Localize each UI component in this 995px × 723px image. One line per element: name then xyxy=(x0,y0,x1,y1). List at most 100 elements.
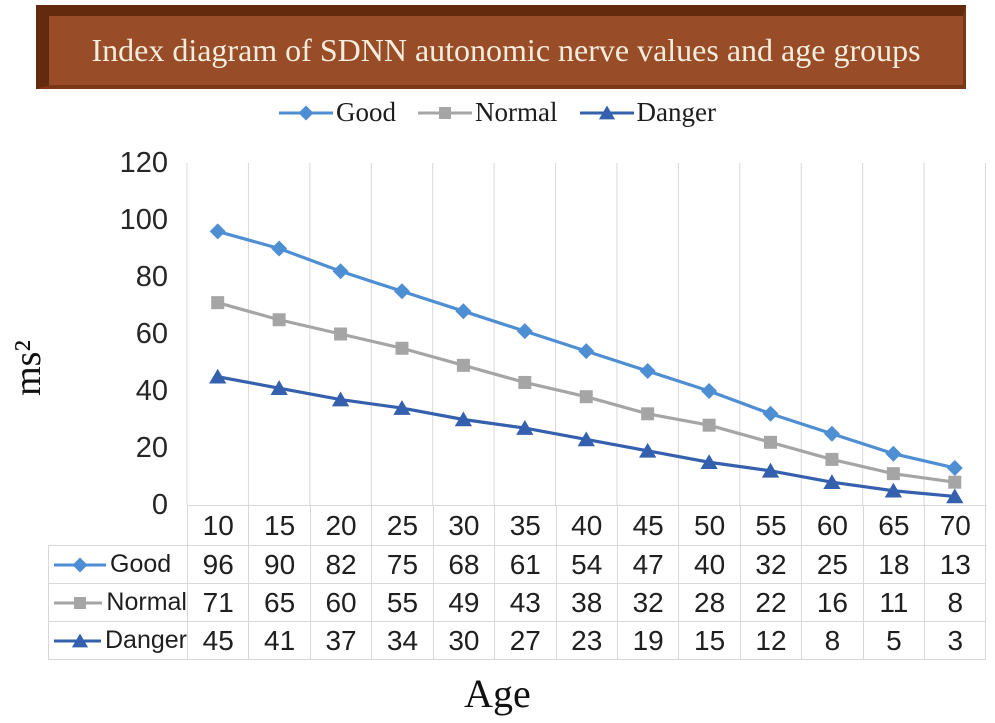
legend-label: Danger xyxy=(636,97,716,127)
normal-square-icon xyxy=(579,390,593,404)
value-cell: 22 xyxy=(739,583,803,622)
normal-square-icon xyxy=(825,452,839,466)
value-cell: 82 xyxy=(309,545,373,584)
good-diamond-icon xyxy=(639,363,656,380)
value-cell: 61 xyxy=(494,545,557,584)
legend-item-good: Good xyxy=(279,97,396,128)
table-row-danger: Danger 45 41 37 34 30 27 23 19 15 12 8 5 3 xyxy=(48,621,987,660)
good-diamond-icon xyxy=(393,283,410,300)
age-cell: 15 xyxy=(248,505,311,546)
x-axis-label: Age xyxy=(464,671,531,716)
value-cell: 8 xyxy=(924,583,987,622)
age-cell: 45 xyxy=(616,505,680,546)
value-cell: 47 xyxy=(616,545,680,584)
legend-item-normal: Normal xyxy=(418,97,558,128)
legend-label: Normal xyxy=(475,97,558,127)
normal-square-icon xyxy=(272,313,286,327)
value-cell: 54 xyxy=(555,545,618,584)
title-plaque: Index diagram of SDNN autonomic nerve va… xyxy=(36,5,966,89)
table-corner-blank xyxy=(49,506,188,546)
normal-square-icon xyxy=(395,341,409,355)
danger-triangle-icon xyxy=(884,482,903,498)
value-cell: 27 xyxy=(494,621,557,660)
normal-square-icon xyxy=(456,358,470,372)
normal-square-icon xyxy=(702,418,716,432)
danger-series xyxy=(209,368,964,504)
danger-triangle-icon xyxy=(454,411,473,427)
value-cell: 41 xyxy=(248,621,311,660)
data-table: 10 15 20 25 30 35 40 45 50 55 60 65 70 Good 96 90 82 75 68… xyxy=(48,505,987,660)
danger-triangle-icon xyxy=(331,391,350,407)
danger-triangle-icon xyxy=(577,431,595,447)
danger-triangle-icon xyxy=(946,488,964,504)
series-label: Normal xyxy=(106,588,187,616)
normal-square-icon xyxy=(886,467,900,481)
good-diamond-icon xyxy=(54,557,106,572)
age-cell: 25 xyxy=(371,505,434,546)
value-cell: 18 xyxy=(862,545,926,584)
normal-square-icon xyxy=(418,106,473,119)
danger-triangle-icon xyxy=(54,633,101,647)
table-row-good: Good 96 90 82 75 68 61 54 47 40 32 25 18 13 xyxy=(48,545,987,584)
legend-label: Good xyxy=(336,97,397,127)
good-diamond-icon xyxy=(455,303,472,320)
good-diamond-icon xyxy=(823,425,840,442)
age-cell: 70 xyxy=(924,505,987,546)
good-diamond-icon xyxy=(701,383,718,399)
value-cell: 40 xyxy=(678,545,741,584)
value-cell: 3 xyxy=(924,621,987,660)
table-row-normal: Normal 71 65 60 55 49 43 38 32 28 22 16 11 8 xyxy=(48,583,987,622)
age-cell: 40 xyxy=(555,505,618,546)
value-cell: 15 xyxy=(678,621,741,660)
good-diamond-icon xyxy=(946,459,963,476)
good-diamond-icon xyxy=(762,405,779,422)
value-cell: 75 xyxy=(371,545,434,584)
row-header-danger: Danger xyxy=(48,621,188,660)
normal-square-icon xyxy=(518,375,532,389)
legend-item-danger: Danger xyxy=(579,97,716,128)
normal-series xyxy=(211,296,962,489)
value-cell: 11 xyxy=(862,583,926,622)
y-tick-label: 80 xyxy=(136,261,168,293)
danger-triangle-icon xyxy=(639,442,657,458)
good-diamond-icon xyxy=(578,343,595,360)
value-cell: 12 xyxy=(739,621,803,660)
normal-square-icon xyxy=(764,435,778,449)
age-cell: 10 xyxy=(186,505,250,546)
value-cell: 30 xyxy=(432,621,496,660)
good-diamond-icon xyxy=(209,223,226,240)
danger-triangle-icon xyxy=(579,105,634,119)
value-cell: 68 xyxy=(432,545,496,584)
value-cell: 90 xyxy=(248,545,311,584)
good-diamond-icon xyxy=(516,323,533,340)
good-diamond-icon xyxy=(885,445,902,462)
series-label: Danger xyxy=(105,626,187,654)
danger-triangle-icon xyxy=(393,400,411,415)
value-cell: 19 xyxy=(616,621,680,660)
age-cell: 50 xyxy=(678,505,741,546)
value-cell: 71 xyxy=(186,583,250,622)
good-diamond-icon xyxy=(332,263,349,280)
value-cell: 37 xyxy=(309,621,373,660)
value-cell: 96 xyxy=(186,545,250,584)
normal-square-icon xyxy=(334,327,348,341)
age-cell: 30 xyxy=(432,505,496,546)
row-header-good: Good xyxy=(48,545,188,584)
value-cell: 45 xyxy=(186,621,250,660)
good-series xyxy=(209,223,963,476)
chart-title: Index diagram of SDNN autonomic nerve va… xyxy=(91,32,921,68)
value-cell: 65 xyxy=(248,583,311,622)
normal-square-icon xyxy=(641,407,655,421)
normal-square-icon xyxy=(948,475,962,489)
y-tick-label: 20 xyxy=(136,432,168,464)
danger-triangle-icon xyxy=(270,380,288,395)
value-cell: 5 xyxy=(862,621,926,660)
row-header-normal: Normal xyxy=(48,583,188,622)
age-cell: 20 xyxy=(309,505,373,546)
danger-triangle-icon xyxy=(761,462,780,478)
value-cell: 49 xyxy=(432,583,496,622)
value-cell: 32 xyxy=(616,583,680,622)
good-diamond-icon xyxy=(279,105,334,120)
